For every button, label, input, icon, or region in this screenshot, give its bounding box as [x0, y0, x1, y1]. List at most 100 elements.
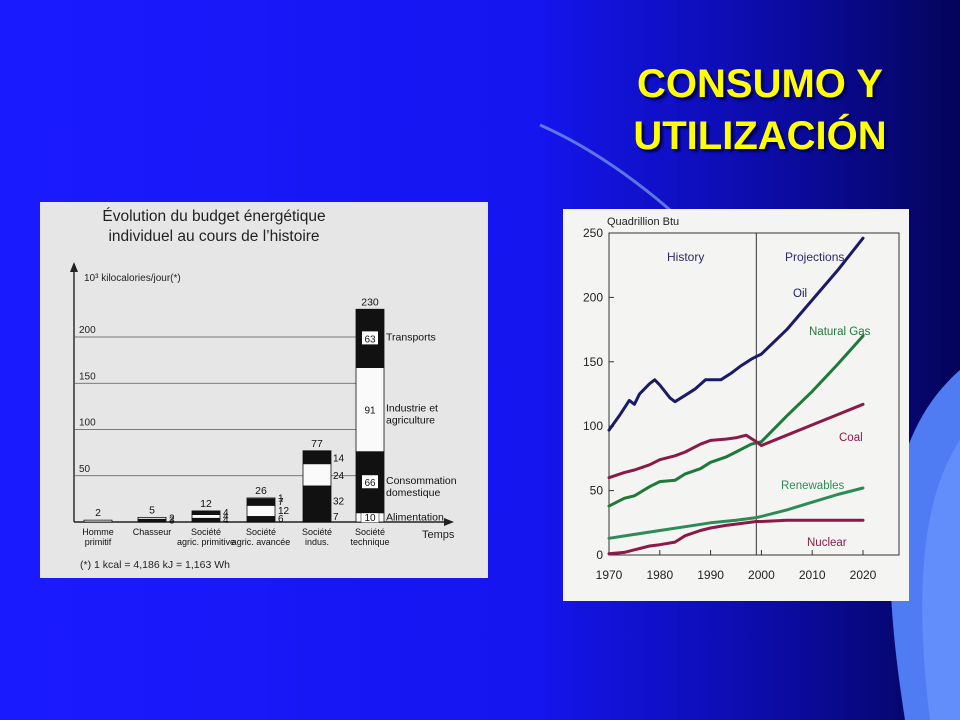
series-line	[607, 402, 865, 480]
series-line	[607, 334, 865, 508]
series-labels: Oil Natural Gas Coal Renewables Nuclear	[781, 288, 871, 549]
segment-label: 4	[223, 515, 229, 526]
segment-label: 3	[169, 516, 175, 527]
fuel-consumption-chart: Quadrillion Btu 0 50 100 150 200 250 1970 1980 1…	[583, 216, 900, 582]
y-axis-label: Quadrillion Btu	[607, 216, 679, 228]
bar-segment	[246, 504, 276, 517]
category-label: indus.	[305, 537, 329, 547]
x-axis-label: Temps	[422, 529, 455, 541]
segment-label: 4	[223, 508, 229, 519]
bar-segment	[302, 450, 332, 465]
series-label: Nuclear	[807, 537, 847, 549]
segment-legend-label: Transports	[386, 331, 436, 343]
segment-legend-label: Consommation	[386, 475, 457, 487]
y-tick-label: 200	[583, 290, 603, 304]
y-tick-label: 0	[596, 548, 603, 562]
bar-segment	[246, 497, 276, 500]
y-tick-label: 50	[79, 464, 91, 475]
y-tick-label: 50	[590, 484, 604, 498]
bar-segment	[302, 485, 332, 516]
segment-label: 7	[278, 497, 284, 508]
bar-segment	[137, 518, 167, 523]
x-tick-label: 1970	[596, 568, 623, 582]
bar-total-label: 77	[311, 438, 323, 450]
segment-label: 63	[364, 334, 376, 345]
chart-title-line2: individuel au cours de l’histoire	[108, 228, 319, 245]
segment-label-box	[362, 331, 378, 345]
history-label: History	[667, 250, 704, 264]
bar-total-label: 230	[361, 296, 379, 308]
category-label: primitif	[85, 537, 112, 547]
category-label: Société	[246, 527, 276, 537]
bar-segment	[246, 516, 276, 523]
segment-label-box	[362, 475, 378, 489]
series-label: Coal	[839, 432, 863, 444]
series-label: Renewables	[781, 480, 845, 492]
bar-segment	[137, 516, 167, 520]
segment-legend-label: agriculture	[386, 415, 435, 427]
x-tick-label: 2020	[850, 568, 877, 582]
series-line	[607, 518, 865, 556]
y-axis-label: 10³ kilocalories/jour(*)	[84, 273, 181, 284]
category-label: agric. avancée	[232, 537, 291, 547]
slide-title-line2: UTILIZACIÓN	[633, 114, 887, 158]
segment-label: 24	[333, 471, 345, 482]
bar-segment	[191, 517, 221, 523]
projections-label: Projections	[785, 250, 844, 264]
segment-label: 1	[278, 493, 284, 504]
x-tick-label: 1980	[646, 568, 673, 582]
series-label: Oil	[793, 288, 807, 300]
slide-title-line1: CONSUMO Y	[637, 62, 883, 106]
bar-total-label: 2	[95, 507, 101, 519]
y-tick-label: 250	[583, 226, 603, 240]
x-axis-arrow	[444, 518, 454, 526]
series-line	[607, 486, 865, 540]
y-axis-arrow	[70, 262, 78, 272]
segment-label: 4	[223, 511, 229, 522]
bar-segment	[83, 519, 113, 523]
chart-title-line1: Évolution du budget énergétique	[102, 208, 325, 225]
category-label: Société	[355, 527, 385, 537]
y-tick-label: 100	[583, 419, 603, 433]
series-label: Natural Gas	[809, 326, 871, 338]
category-label: Homme	[82, 527, 114, 537]
x-tick-label: 2010	[799, 568, 826, 582]
y-tick-label: 150	[79, 371, 96, 382]
grid-lines	[608, 232, 864, 556]
segment-label: 14	[333, 453, 345, 464]
category-label: technique	[350, 537, 389, 547]
series-lines	[607, 236, 865, 556]
bar-segment	[191, 514, 221, 519]
tick-labels: 0 50 100 150 200 250 1970 1980 1990 2000 2010 2020	[583, 226, 877, 582]
bar-segment	[246, 498, 276, 506]
energy-budget-chart: Évolution du budget énergétique individu…	[70, 208, 457, 571]
segment-legend-label: domestique	[386, 487, 440, 499]
category-label: Société	[191, 527, 221, 537]
bar-total-label: 5	[149, 504, 155, 516]
category-label: Société	[302, 527, 332, 537]
series-line	[607, 236, 865, 432]
bar-segment	[302, 515, 332, 523]
segment-label: 7	[333, 512, 339, 523]
footnote: (*) 1 kcal = 4,186 kJ = 1,163 Wh	[80, 559, 230, 571]
category-label: agric. primitive	[177, 537, 235, 547]
segment-label: 12	[278, 506, 290, 517]
y-tick-label: 100	[79, 418, 96, 429]
bar-segment	[302, 463, 332, 487]
segment-label: 66	[364, 478, 376, 489]
light-blue-swoosh-inner	[922, 440, 960, 720]
grid-lines: 50 100 150 200	[70, 262, 454, 526]
x-tick-label: 2000	[748, 568, 775, 582]
bars: 2Hommeprimitif325Chasseur44412Sociétéagr…	[82, 296, 389, 547]
fuel-consumption-chart-panel: Quadrillion Btu 0 50 100 150 200 250 1970 1980 1…	[563, 209, 909, 601]
bar-total-label: 26	[255, 485, 267, 497]
plot-frame	[608, 232, 900, 556]
segment-label: 6	[278, 514, 284, 525]
y-tick-label: 150	[583, 355, 603, 369]
segment-label: 32	[333, 497, 345, 508]
segment-label: 10	[364, 513, 376, 524]
segment-label: 2	[169, 513, 175, 524]
y-tick-label: 200	[79, 325, 96, 336]
category-label: Chasseur	[133, 527, 172, 537]
